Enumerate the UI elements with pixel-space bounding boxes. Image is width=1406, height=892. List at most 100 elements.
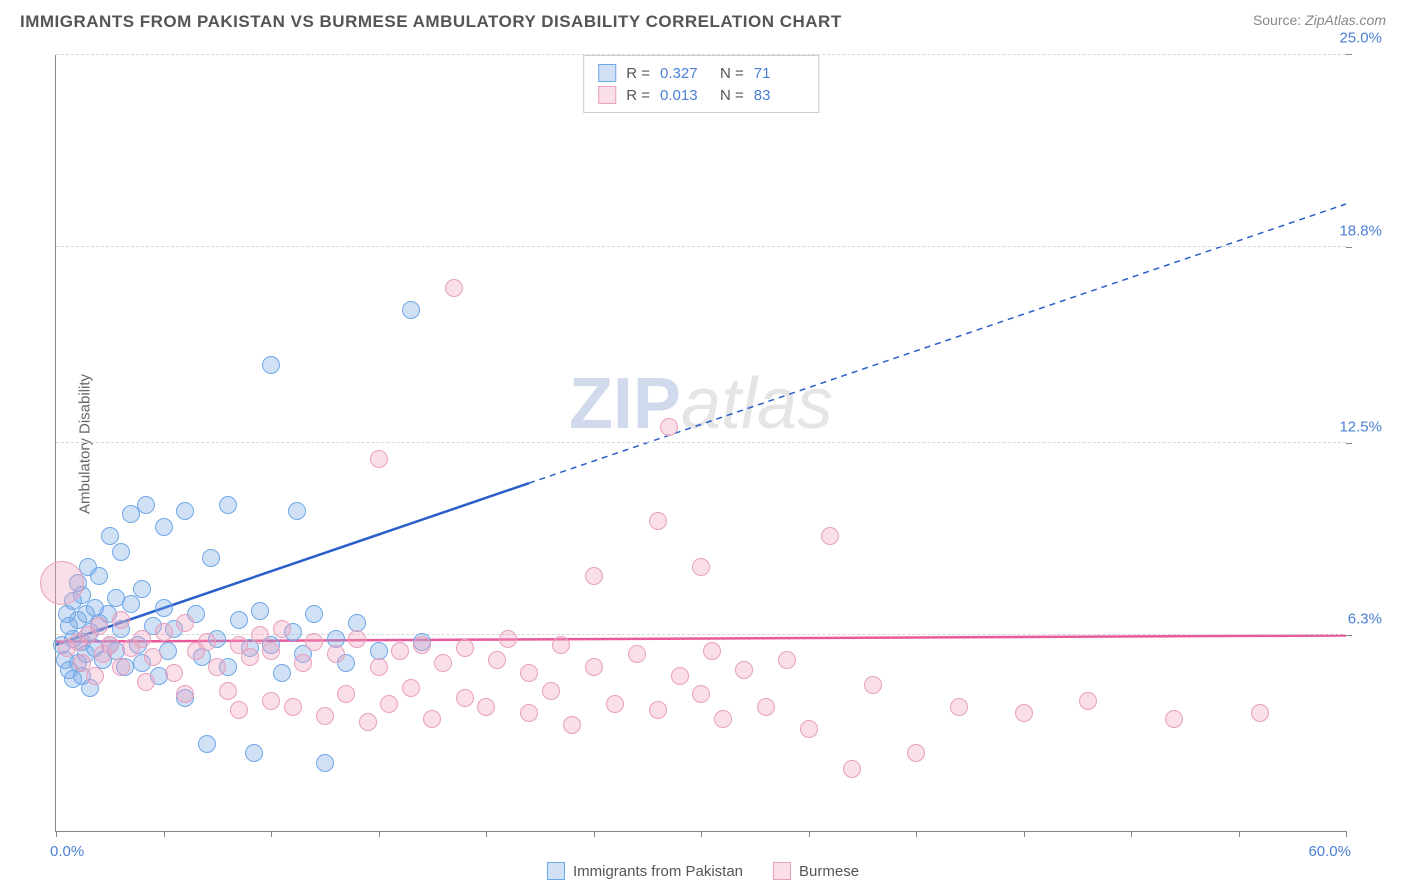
x-tick: [1131, 831, 1132, 837]
data-point: [649, 512, 667, 530]
chart-title: IMMIGRANTS FROM PAKISTAN VS BURMESE AMBU…: [20, 12, 842, 32]
data-point: [402, 301, 420, 319]
data-point: [230, 701, 248, 719]
data-point: [843, 760, 861, 778]
data-point: [176, 614, 194, 632]
legend-row: R =0.327N =71: [598, 62, 804, 84]
n-value: 71: [754, 65, 804, 82]
data-point: [122, 595, 140, 613]
data-point: [262, 356, 280, 374]
y-tick-label: 12.5%: [1339, 418, 1386, 435]
series-name: Immigrants from Pakistan: [573, 863, 743, 880]
data-point: [692, 558, 710, 576]
data-point: [1079, 692, 1097, 710]
data-point: [337, 685, 355, 703]
y-tick: [1346, 54, 1352, 55]
data-point: [144, 648, 162, 666]
data-point: [112, 543, 130, 561]
data-point: [305, 605, 323, 623]
data-point: [137, 496, 155, 514]
data-point: [370, 658, 388, 676]
data-point: [359, 713, 377, 731]
data-point: [133, 630, 151, 648]
x-axis-min: 0.0%: [50, 843, 84, 860]
data-point: [563, 716, 581, 734]
data-point: [864, 676, 882, 694]
data-point: [251, 602, 269, 620]
data-point: [950, 698, 968, 716]
data-point: [456, 689, 474, 707]
r-value: 0.327: [660, 65, 710, 82]
legend-swatch: [598, 64, 616, 82]
source-attribution: Source: ZipAtlas.com: [1253, 12, 1386, 30]
data-point: [133, 580, 151, 598]
data-point: [907, 744, 925, 762]
r-label: R =: [626, 87, 650, 104]
x-tick: [701, 831, 702, 837]
data-point: [445, 279, 463, 297]
legend-swatch: [598, 86, 616, 104]
data-point: [552, 636, 570, 654]
x-tick: [1346, 831, 1347, 837]
x-tick: [1024, 831, 1025, 837]
data-point: [757, 698, 775, 716]
data-point: [176, 685, 194, 703]
data-point: [316, 754, 334, 772]
y-tick-label: 18.8%: [1339, 222, 1386, 239]
data-point: [671, 667, 689, 685]
data-point: [219, 682, 237, 700]
y-tick: [1346, 635, 1352, 636]
data-point: [262, 642, 280, 660]
data-point: [273, 664, 291, 682]
data-point: [294, 654, 312, 672]
data-point: [273, 620, 291, 638]
data-point: [316, 707, 334, 725]
source-name: ZipAtlas.com: [1305, 12, 1386, 28]
r-value: 0.013: [660, 87, 710, 104]
data-point: [714, 710, 732, 728]
data-point: [262, 692, 280, 710]
data-point: [155, 623, 173, 641]
data-point: [692, 685, 710, 703]
data-point: [288, 502, 306, 520]
gridline: [56, 246, 1346, 247]
r-label: R =: [626, 65, 650, 82]
plot-area: ZIPatlas R =0.327N =71R =0.013N =83: [55, 55, 1346, 832]
gridline: [56, 442, 1346, 443]
legend-row: R =0.013N =83: [598, 84, 804, 106]
data-point: [423, 710, 441, 728]
data-point: [391, 642, 409, 660]
data-point: [284, 698, 302, 716]
data-point: [606, 695, 624, 713]
data-point: [155, 518, 173, 536]
chart-container: Ambulatory Disability ZIPatlas R =0.327N…: [55, 55, 1386, 832]
x-tick: [1239, 831, 1240, 837]
data-point: [1165, 710, 1183, 728]
data-point: [585, 658, 603, 676]
x-tick: [379, 831, 380, 837]
data-point: [245, 744, 263, 762]
data-point: [1015, 704, 1033, 722]
n-value: 83: [754, 87, 804, 104]
data-point: [208, 658, 226, 676]
data-point: [165, 664, 183, 682]
data-point: [628, 645, 646, 663]
data-point: [585, 567, 603, 585]
data-point: [434, 654, 452, 672]
source-prefix: Source:: [1253, 12, 1305, 28]
data-point: [241, 648, 259, 666]
data-point: [202, 549, 220, 567]
data-point: [456, 639, 474, 657]
data-point: [1251, 704, 1269, 722]
data-point: [112, 611, 130, 629]
x-tick: [594, 831, 595, 837]
data-point: [101, 636, 119, 654]
data-point: [305, 633, 323, 651]
y-tick: [1346, 443, 1352, 444]
data-point: [380, 695, 398, 713]
data-point: [40, 561, 84, 605]
data-point: [542, 682, 560, 700]
data-point: [90, 567, 108, 585]
legend-item: Immigrants from Pakistan: [547, 862, 743, 880]
data-point: [155, 599, 173, 617]
